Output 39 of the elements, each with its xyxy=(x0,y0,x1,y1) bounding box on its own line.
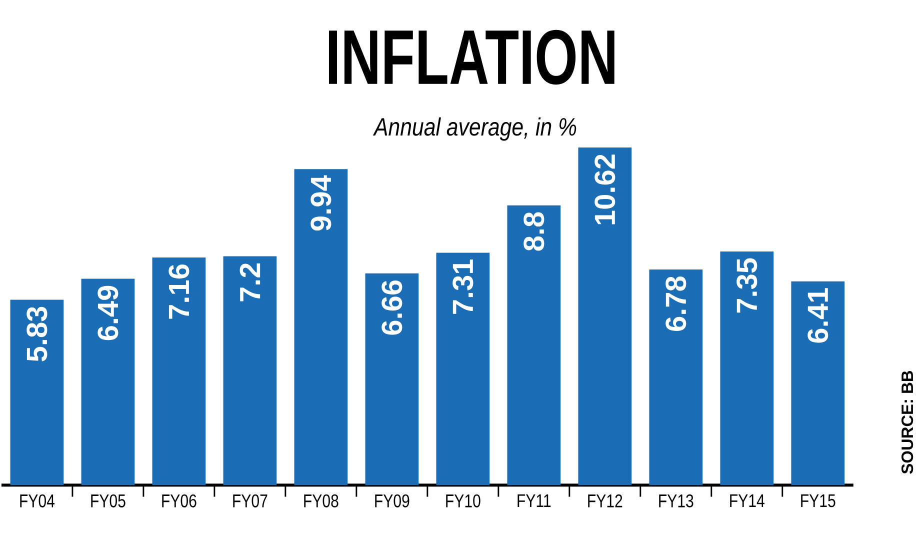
x-tick-label: FY14 xyxy=(730,494,764,507)
x-tick-label: FY09 xyxy=(375,494,410,508)
data-label: 9.94 xyxy=(310,175,332,231)
bar xyxy=(223,256,277,486)
x-tick-label: FY08 xyxy=(304,494,338,508)
data-label: 6.49 xyxy=(98,286,118,340)
chart-subtitle: Annual average, in % xyxy=(372,117,576,141)
bar xyxy=(294,169,348,486)
bar xyxy=(10,300,64,486)
bar xyxy=(152,257,206,486)
data-label: 7.31 xyxy=(452,260,474,314)
data-label: 6.78 xyxy=(666,276,686,331)
x-tick-label: FY11 xyxy=(518,494,551,507)
x-tick-label: FY13 xyxy=(659,494,694,508)
x-tick-label: FY15 xyxy=(801,494,836,508)
x-tick-label: FY04 xyxy=(20,494,55,508)
x-tick-label: FY06 xyxy=(162,494,196,508)
data-label: 7.16 xyxy=(168,264,190,319)
data-label: 6.66 xyxy=(382,280,402,335)
data-label: 10.62 xyxy=(594,154,616,224)
bar xyxy=(720,251,774,486)
data-label: 8.8 xyxy=(524,212,544,251)
bar xyxy=(578,147,632,486)
data-label: 7.2 xyxy=(240,263,260,302)
x-tick-label: FY10 xyxy=(446,494,480,508)
data-label: 7.35 xyxy=(736,258,758,313)
bar xyxy=(649,270,703,486)
chart-title: INFLATION xyxy=(328,30,614,85)
x-tick-label: FY12 xyxy=(588,494,622,508)
x-tick-label: FY07 xyxy=(233,494,268,508)
bar xyxy=(365,273,419,486)
data-label: 5.83 xyxy=(26,306,48,362)
data-label: 6.41 xyxy=(808,288,828,343)
bar xyxy=(81,278,135,486)
source-note: SOURCE: BB xyxy=(901,370,914,474)
x-tick-label: FY05 xyxy=(91,494,126,508)
bar xyxy=(791,281,845,486)
bar xyxy=(507,205,561,486)
bar xyxy=(436,252,490,486)
